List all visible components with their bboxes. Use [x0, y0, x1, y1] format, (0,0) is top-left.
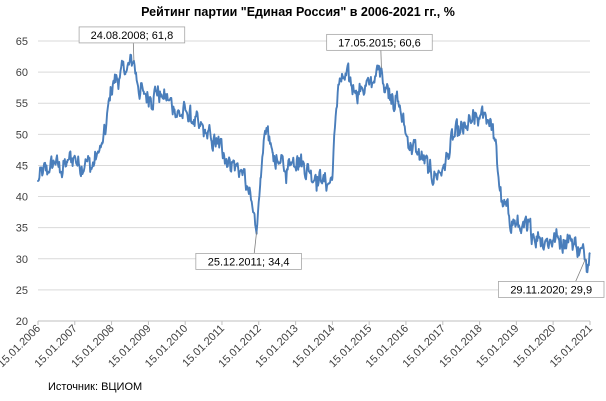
- y-tick-label: 30: [16, 254, 28, 266]
- annotation-leader: [575, 259, 586, 282]
- annotation-leader: [132, 42, 135, 61]
- annotation-label: 29.11.2020; 29,9: [510, 284, 592, 296]
- y-tick-label: 20: [16, 316, 28, 328]
- y-axis: 20 25 30 35 40 45 50 55 60 65: [16, 36, 28, 328]
- series-line: [37, 53, 591, 274]
- annotation-box: [78, 26, 186, 44]
- y-tick-label: 35: [16, 223, 28, 235]
- y-tick-label: 55: [16, 98, 28, 110]
- x-axis: 15.01.200615.01.200715.01.200815.01.2009…: [0, 320, 595, 370]
- source-note: Источник: ВЦИОМ: [48, 381, 143, 393]
- annotations: 24.08.2008; 61,8 25.12.2011; 34,4 17.05.20…: [78, 26, 605, 298]
- annotation-label: 17.05.2015; 60,6: [338, 37, 421, 49]
- series-group: [37, 53, 591, 274]
- annotation-label: 24.08.2008; 61,8: [91, 30, 174, 42]
- y-tick-label: 50: [16, 129, 28, 141]
- annotation-leader: [380, 50, 382, 69]
- y-tick-label: 65: [16, 36, 28, 48]
- annotation-box: [195, 252, 302, 270]
- grid: [38, 40, 590, 322]
- y-tick-label: 25: [16, 285, 28, 297]
- annotation-box: [497, 280, 605, 298]
- annotation-label: 25.12.2011; 34,4: [208, 256, 290, 268]
- annotation-box: [326, 33, 433, 51]
- chart-title: Рейтинг партии "Единая Россия" в 2006-20…: [141, 5, 455, 19]
- y-tick-label: 40: [16, 192, 28, 204]
- y-tick-label: 60: [16, 67, 28, 79]
- annotation-leader: [253, 231, 258, 254]
- y-tick-label: 45: [16, 160, 28, 172]
